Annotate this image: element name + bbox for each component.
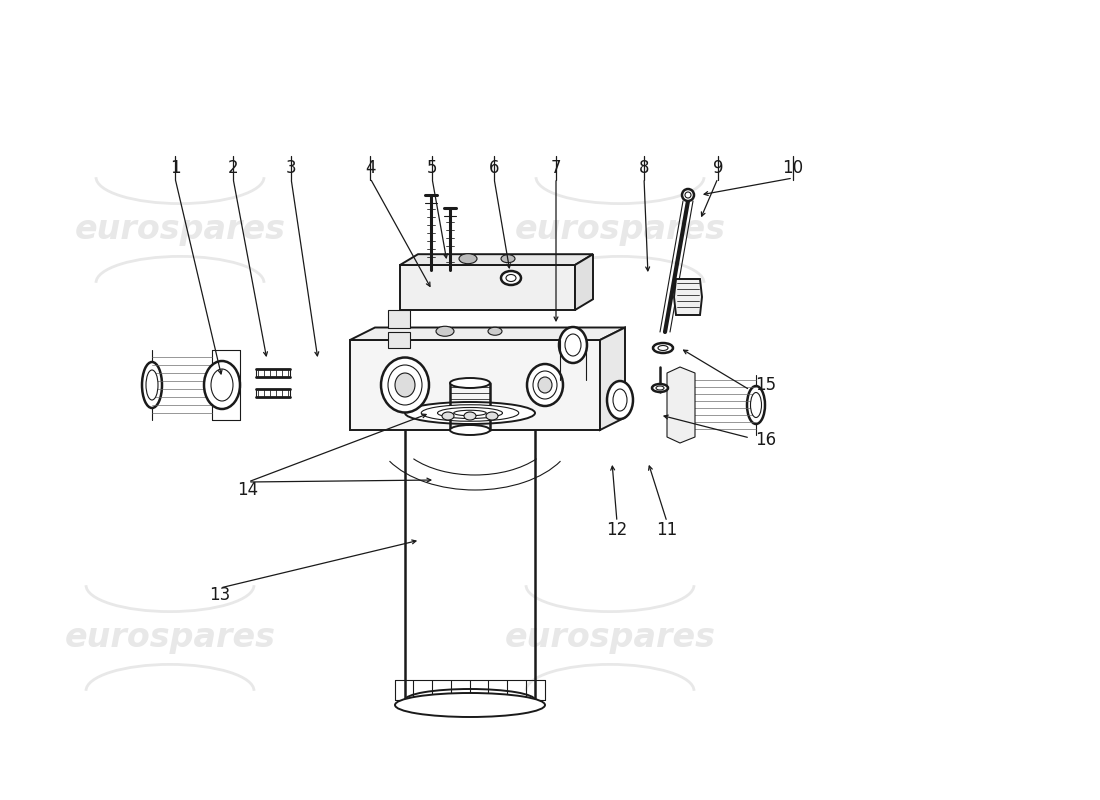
Ellipse shape: [652, 384, 668, 392]
Text: 9: 9: [713, 159, 724, 177]
Text: eurospares: eurospares: [515, 214, 726, 246]
Polygon shape: [350, 327, 625, 340]
Text: 6: 6: [488, 159, 499, 177]
Ellipse shape: [500, 271, 521, 285]
Text: eurospares: eurospares: [505, 622, 715, 654]
Ellipse shape: [442, 412, 454, 420]
Ellipse shape: [488, 327, 502, 335]
Ellipse shape: [405, 689, 535, 711]
Ellipse shape: [613, 389, 627, 411]
Polygon shape: [388, 310, 410, 328]
Ellipse shape: [538, 377, 552, 393]
Ellipse shape: [500, 254, 515, 262]
Text: 1: 1: [169, 159, 180, 177]
Ellipse shape: [653, 343, 673, 353]
Ellipse shape: [450, 425, 490, 435]
Ellipse shape: [204, 361, 240, 409]
Ellipse shape: [459, 254, 477, 264]
Polygon shape: [575, 254, 593, 310]
Text: eurospares: eurospares: [75, 214, 286, 246]
Text: 3: 3: [286, 159, 296, 177]
Text: 16: 16: [756, 431, 777, 449]
Text: 14: 14: [238, 481, 258, 499]
Ellipse shape: [464, 412, 476, 420]
Ellipse shape: [656, 386, 664, 390]
Polygon shape: [674, 279, 702, 315]
Ellipse shape: [421, 405, 519, 422]
Polygon shape: [400, 265, 575, 310]
Polygon shape: [400, 254, 593, 265]
Ellipse shape: [405, 402, 535, 424]
Ellipse shape: [565, 334, 581, 356]
Text: eurospares: eurospares: [65, 622, 275, 654]
Ellipse shape: [607, 381, 632, 419]
Ellipse shape: [438, 407, 503, 418]
Ellipse shape: [559, 327, 587, 363]
Ellipse shape: [211, 369, 233, 401]
Ellipse shape: [750, 393, 761, 418]
Text: 11: 11: [657, 521, 678, 539]
Ellipse shape: [658, 346, 668, 350]
Text: 2: 2: [228, 159, 239, 177]
Ellipse shape: [146, 370, 158, 400]
Polygon shape: [600, 327, 625, 430]
Text: 5: 5: [427, 159, 438, 177]
Ellipse shape: [506, 274, 516, 282]
Ellipse shape: [142, 362, 162, 408]
Text: 13: 13: [209, 586, 231, 604]
Polygon shape: [667, 367, 695, 443]
Ellipse shape: [534, 371, 557, 399]
Ellipse shape: [453, 410, 486, 416]
Ellipse shape: [527, 364, 563, 406]
Ellipse shape: [395, 373, 415, 397]
Ellipse shape: [450, 378, 490, 388]
Text: 12: 12: [606, 521, 628, 539]
Ellipse shape: [388, 365, 422, 405]
Ellipse shape: [436, 326, 454, 336]
Text: 8: 8: [639, 159, 649, 177]
Polygon shape: [350, 340, 600, 430]
Text: 7: 7: [551, 159, 561, 177]
Ellipse shape: [682, 189, 694, 201]
Ellipse shape: [685, 192, 691, 198]
Ellipse shape: [486, 412, 498, 420]
Text: 10: 10: [782, 159, 804, 177]
Ellipse shape: [381, 358, 429, 413]
Text: 15: 15: [756, 376, 777, 394]
Ellipse shape: [395, 693, 544, 717]
Text: 4: 4: [365, 159, 375, 177]
Polygon shape: [388, 332, 410, 348]
Ellipse shape: [747, 386, 764, 424]
